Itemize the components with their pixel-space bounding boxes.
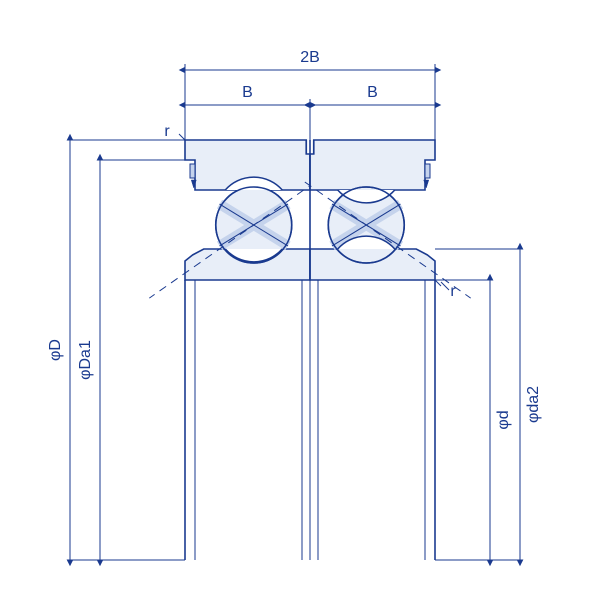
line-shape [435,280,441,286]
line-shape [441,282,449,290]
label-phiDa1: φDa1 [77,340,94,380]
label-phi-d: φd [495,410,512,429]
label-B-left: B [242,84,253,101]
rect-shape [190,164,195,178]
label-phi-da2: φda2 [525,386,542,423]
label-r-right: r [450,283,456,300]
rect-shape [425,164,430,178]
line-shape [179,134,185,140]
label-B-right: B [367,84,378,101]
label-r-left: r [164,123,170,140]
label-phiD: φD [47,339,64,361]
label-2B: 2B [300,49,320,66]
path-shape [310,140,435,190]
